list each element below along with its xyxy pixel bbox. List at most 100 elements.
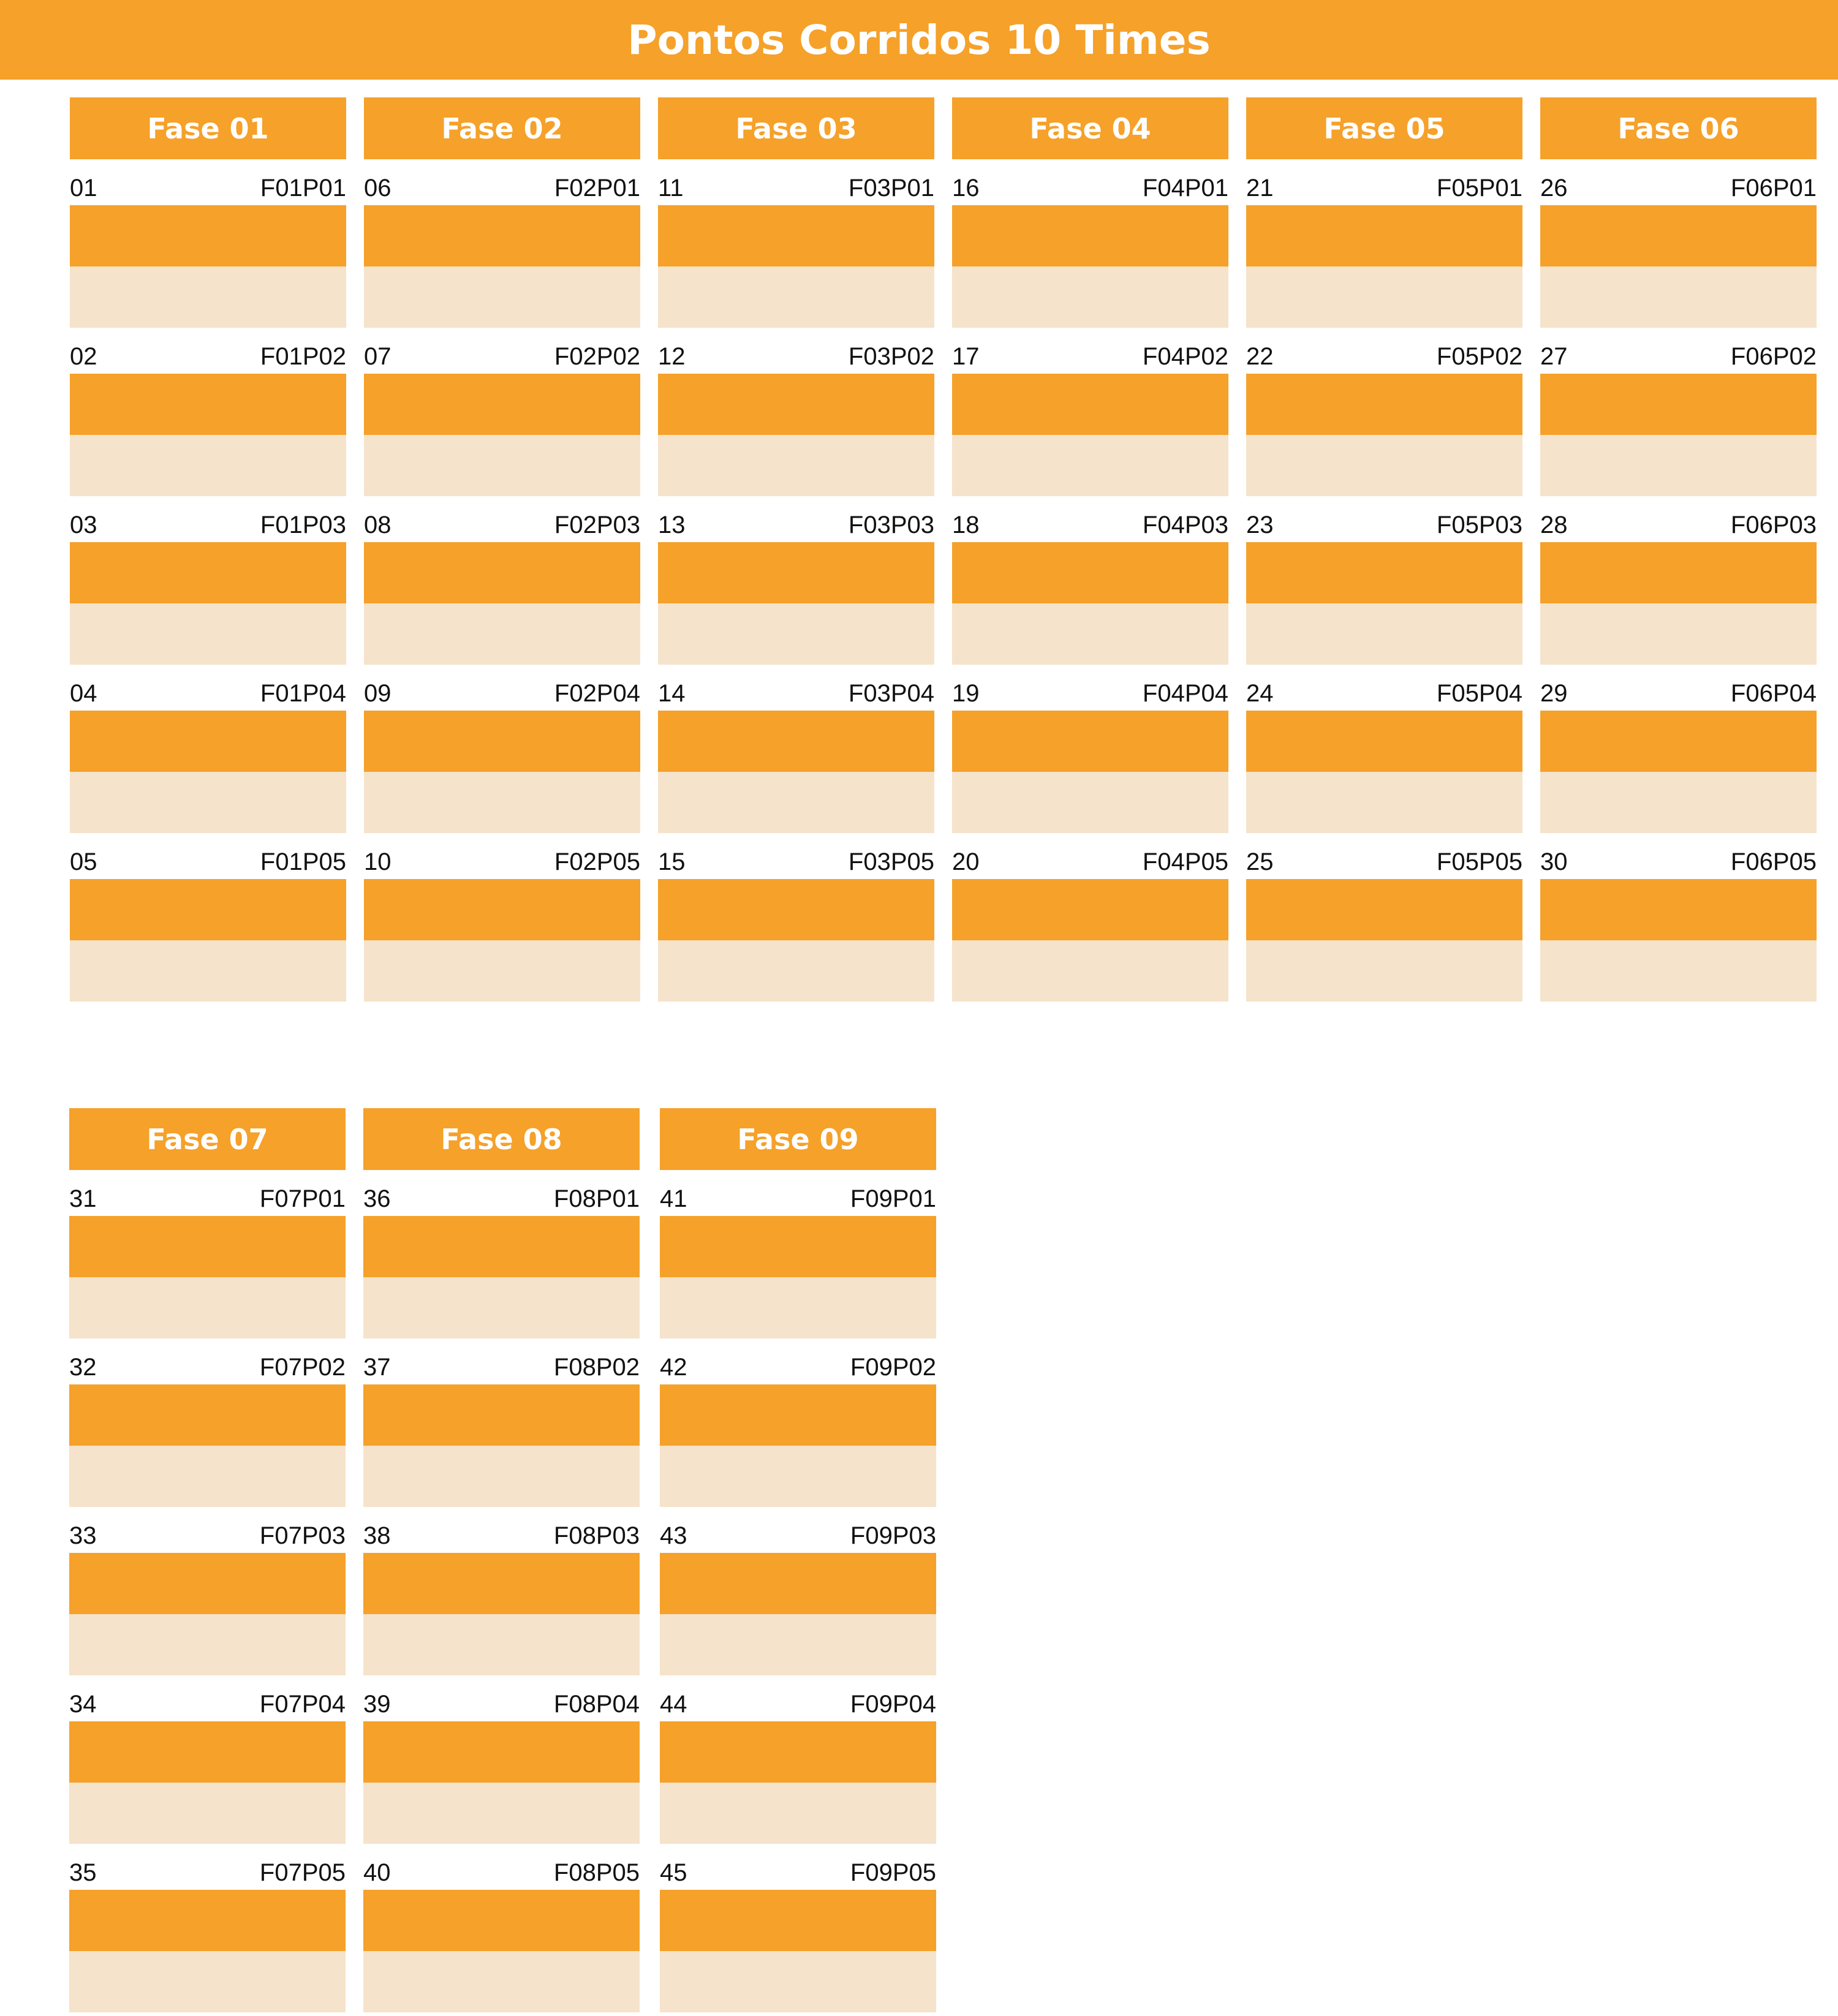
away-team-slot[interactable]: [1540, 266, 1817, 328]
match-code: F09P05: [850, 1859, 936, 1886]
home-team-slot[interactable]: [660, 1384, 936, 1446]
away-team-slot[interactable]: [364, 266, 640, 328]
away-team-slot[interactable]: [660, 1614, 936, 1675]
home-team-slot[interactable]: [363, 1553, 640, 1614]
home-team-slot[interactable]: [660, 1721, 936, 1783]
away-team-slot[interactable]: [1540, 603, 1817, 665]
away-team-slot[interactable]: [70, 940, 346, 1002]
home-team-slot[interactable]: [363, 1384, 640, 1446]
home-team-slot[interactable]: [363, 1890, 640, 1951]
home-team-slot[interactable]: [364, 374, 640, 435]
home-team-slot[interactable]: [364, 542, 640, 603]
away-team-slot[interactable]: [1246, 266, 1522, 328]
home-team-slot[interactable]: [69, 1384, 346, 1446]
away-team-slot[interactable]: [1246, 435, 1522, 496]
away-team-slot[interactable]: [658, 266, 934, 328]
away-team-slot[interactable]: [660, 1951, 936, 2012]
away-team-slot[interactable]: [363, 1446, 640, 1507]
home-team-slot[interactable]: [69, 1721, 346, 1783]
home-team-slot[interactable]: [658, 205, 934, 266]
away-team-slot[interactable]: [952, 603, 1228, 665]
match-code: F04P03: [1142, 512, 1228, 538]
home-team-slot[interactable]: [70, 542, 346, 603]
home-team-slot[interactable]: [363, 1216, 640, 1277]
away-team-slot[interactable]: [70, 603, 346, 665]
home-team-slot[interactable]: [1540, 542, 1817, 603]
away-team-slot[interactable]: [363, 1614, 640, 1675]
home-team-slot[interactable]: [364, 879, 640, 940]
home-team-slot[interactable]: [660, 1890, 936, 1951]
away-team-slot[interactable]: [69, 1446, 346, 1507]
home-team-slot[interactable]: [69, 1553, 346, 1614]
home-team-slot[interactable]: [70, 879, 346, 940]
home-team-slot[interactable]: [364, 205, 640, 266]
home-team-slot[interactable]: [1246, 205, 1522, 266]
home-team-slot[interactable]: [1540, 879, 1817, 940]
away-team-slot[interactable]: [70, 435, 346, 496]
home-team-slot[interactable]: [69, 1216, 346, 1277]
away-team-slot[interactable]: [658, 435, 934, 496]
match-code: F06P05: [1730, 848, 1817, 875]
match-number: 37: [363, 1354, 391, 1381]
home-team-slot[interactable]: [658, 542, 934, 603]
match-number: 15: [658, 848, 686, 875]
away-team-slot[interactable]: [364, 940, 640, 1002]
home-team-slot[interactable]: [1246, 879, 1522, 940]
away-team-slot[interactable]: [364, 772, 640, 833]
away-team-slot[interactable]: [69, 1783, 346, 1844]
away-team-slot[interactable]: [70, 266, 346, 328]
home-team-slot[interactable]: [952, 711, 1228, 772]
home-team-slot[interactable]: [952, 879, 1228, 940]
away-team-slot[interactable]: [364, 603, 640, 665]
home-team-slot[interactable]: [658, 879, 934, 940]
away-team-slot[interactable]: [1540, 940, 1817, 1002]
home-team-slot[interactable]: [70, 205, 346, 266]
away-team-slot[interactable]: [363, 1951, 640, 2012]
away-team-slot[interactable]: [952, 266, 1228, 328]
home-team-slot[interactable]: [660, 1216, 936, 1277]
home-team-slot[interactable]: [70, 374, 346, 435]
away-team-slot[interactable]: [660, 1446, 936, 1507]
home-team-slot[interactable]: [658, 374, 934, 435]
match-card: 02 F01P02: [70, 328, 346, 496]
away-team-slot[interactable]: [660, 1277, 936, 1338]
phase-column: Fase 02 06 F02P01 07 F02P02 08 F02P03 09 F02P04 1…: [364, 97, 640, 1002]
match-card: 14 F03P04: [658, 665, 934, 833]
home-team-slot[interactable]: [952, 205, 1228, 266]
away-team-slot[interactable]: [660, 1783, 936, 1844]
away-team-slot[interactable]: [658, 772, 934, 833]
away-team-slot[interactable]: [70, 772, 346, 833]
away-team-slot[interactable]: [1246, 603, 1522, 665]
away-team-slot[interactable]: [952, 940, 1228, 1002]
away-team-slot[interactable]: [952, 772, 1228, 833]
away-team-slot[interactable]: [69, 1614, 346, 1675]
home-team-slot[interactable]: [363, 1721, 640, 1783]
home-team-slot[interactable]: [1540, 374, 1817, 435]
away-team-slot[interactable]: [364, 435, 640, 496]
home-team-slot[interactable]: [1246, 542, 1522, 603]
home-team-slot[interactable]: [69, 1890, 346, 1951]
home-team-slot[interactable]: [1540, 711, 1817, 772]
home-team-slot[interactable]: [952, 374, 1228, 435]
away-team-slot[interactable]: [658, 940, 934, 1002]
away-team-slot[interactable]: [69, 1951, 346, 2012]
away-team-slot[interactable]: [363, 1277, 640, 1338]
away-team-slot[interactable]: [69, 1277, 346, 1338]
match-meta: 35 F07P05: [69, 1844, 346, 1890]
home-team-slot[interactable]: [1246, 711, 1522, 772]
home-team-slot[interactable]: [364, 711, 640, 772]
home-team-slot[interactable]: [1246, 374, 1522, 435]
away-team-slot[interactable]: [1540, 435, 1817, 496]
home-team-slot[interactable]: [1540, 205, 1817, 266]
home-team-slot[interactable]: [658, 711, 934, 772]
away-team-slot[interactable]: [952, 435, 1228, 496]
away-team-slot[interactable]: [1246, 940, 1522, 1002]
away-team-slot[interactable]: [363, 1783, 640, 1844]
away-team-slot[interactable]: [1246, 772, 1522, 833]
home-team-slot[interactable]: [660, 1553, 936, 1614]
away-team-slot[interactable]: [1540, 772, 1817, 833]
home-team-slot[interactable]: [70, 711, 346, 772]
match-code: F03P05: [848, 848, 934, 875]
away-team-slot[interactable]: [658, 603, 934, 665]
home-team-slot[interactable]: [952, 542, 1228, 603]
